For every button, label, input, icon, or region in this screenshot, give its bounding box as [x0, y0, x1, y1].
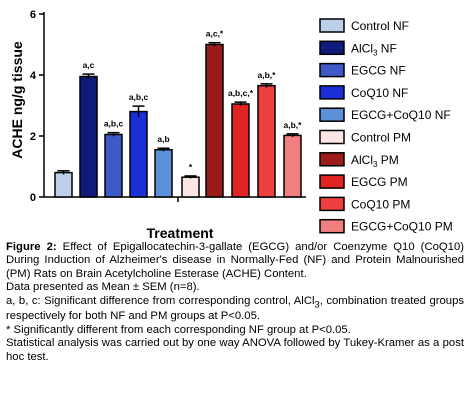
legend-swatch [319, 129, 345, 145]
legend-swatch [319, 40, 345, 56]
bars-group: a,c a,b,c a,b,c a,b * a,c,* a,b,c,* a,b,* a,b,* [54, 29, 303, 198]
bar [129, 110, 148, 198]
bar [79, 75, 98, 198]
caption-data-note: Data presented as Mean ± SEM (n=8). [6, 281, 200, 294]
legend-entry-label: AlCl3 PM [351, 153, 399, 169]
bar-annotation: a,b,* [258, 70, 277, 80]
bar [231, 103, 250, 198]
bar-annotation: a,c [83, 60, 95, 70]
legend-swatch [319, 62, 345, 78]
bar [54, 171, 73, 198]
legend-entry-label: Control PM [351, 131, 411, 145]
y-axis-label: ACHE ng/g tissue [9, 41, 25, 159]
bar-annotation: a,b [157, 134, 169, 144]
legend-entry-label: AlCl3 NF [351, 41, 397, 57]
legend-swatch [319, 218, 345, 234]
bar-annotation: a,b,c [104, 119, 124, 129]
legend-entry-label: EGCG PM [351, 175, 408, 189]
bar [257, 84, 276, 198]
y-tick-label: 0 [30, 192, 36, 204]
caption-abc-sub: 3 [314, 297, 320, 309]
x-axis-label: Treatment [147, 225, 214, 240]
legend-entry-label: CoQ10 PM [351, 197, 410, 211]
legend-entry-label: CoQ10 NF [351, 86, 408, 100]
y-tick-label: 2 [30, 131, 36, 143]
bar [104, 133, 123, 198]
bar-annotation: a,b,c [129, 92, 149, 102]
caption-abc-part1: a, b, c: Significant difference from cor… [6, 294, 315, 307]
bar [181, 176, 200, 198]
caption-abc-part2: , combination treated groups respectivel… [6, 294, 465, 323]
figure-caption: Figure 2: Effect of Epigallocatechin-3-g… [6, 241, 464, 364]
caption-star-note: * Significantly different from each corr… [6, 323, 351, 336]
bar-annotation: a,b,* [284, 120, 303, 130]
legend-entry-label: Control NF [351, 19, 409, 33]
bar-annotation: a,b,c,* [228, 88, 254, 98]
caption-significance-note: a, b, c: Significant difference from cor… [6, 295, 464, 324]
bar [283, 134, 302, 198]
bar [154, 148, 173, 198]
legend-swatch [319, 18, 345, 33]
legend-entry-label: EGCG+CoQ10 NF [351, 108, 451, 122]
y-tick-label: 6 [30, 9, 36, 21]
bar-annotation: a,c,* [206, 29, 224, 39]
caption-main: Figure 2: Effect of Epigallocatechin-3-g… [6, 241, 464, 281]
legend-swatch [319, 107, 345, 122]
caption-text: Effect of Epigallocatechin-3-gallate (EG… [6, 241, 464, 280]
legend-swatch [319, 152, 345, 167]
legend-swatch [319, 174, 345, 189]
legend-swatch [319, 196, 345, 212]
legend-entry-label: EGCG+CoQ10 PM [351, 220, 453, 234]
caption-stats-note: Statistical analysis was carried out by … [6, 337, 464, 363]
legend-swatch [319, 85, 345, 100]
legend: Control NF AlCl3 NF EGCG NF CoQ10 NF EGCG+Co… [319, 18, 453, 234]
y-tick-label: 4 [30, 70, 37, 82]
caption-label: Figure 2: [6, 241, 57, 253]
bar-annotation: * [189, 162, 193, 172]
bar [205, 43, 224, 198]
legend-entry-label: EGCG NF [351, 64, 406, 78]
